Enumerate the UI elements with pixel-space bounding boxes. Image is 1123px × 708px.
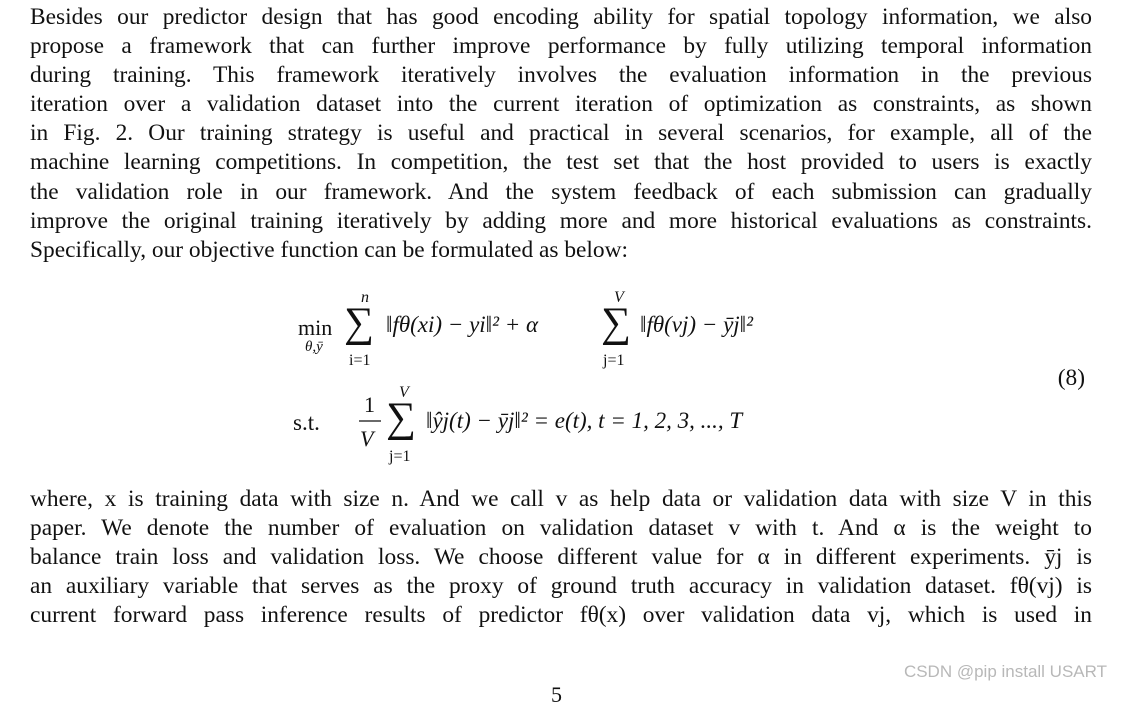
csdn-watermark: CSDN @pip install USART xyxy=(903,662,1107,681)
sum2-upper: V xyxy=(614,289,626,306)
objective-term-1: ‖fθ(xi) − yi‖² + α xyxy=(386,312,539,337)
paragraph-line: in Fig. 2. Our training strategy is usef… xyxy=(30,120,1092,147)
paragraph-line: propose a framework that can further imp… xyxy=(30,33,1092,60)
min-subscript: θ,ȳ xyxy=(305,339,323,355)
subject-to-label: s.t. xyxy=(293,410,320,435)
equation-svg: min θ,ȳ n ∑ i=1 ‖fθ(xi) − yi‖² + α V ∑ j… xyxy=(293,289,754,465)
paragraph-line: iteration over a validation dataset into… xyxy=(30,91,1092,118)
paragraph-line: during training. This framework iterativ… xyxy=(30,62,1092,89)
sum2-lower: j=1 xyxy=(602,352,624,369)
fraction-numerator: 1 xyxy=(364,392,375,417)
paragraph-line: balance train loss and validation loss. … xyxy=(30,544,1092,571)
paragraph-line: improve the original training iterativel… xyxy=(30,207,1092,234)
paragraph-line: Specifically, our objective function can… xyxy=(30,236,628,263)
paragraph-line: machine learning competitions. In compet… xyxy=(30,149,1092,176)
paragraph-line: Besides our predictor design that has go… xyxy=(30,4,1092,30)
sum1-sigma: ∑ xyxy=(344,300,374,346)
paragraph-line: where, x is training data with size n. A… xyxy=(30,486,1092,512)
page-number: 5 xyxy=(551,682,562,707)
paragraph-line: current forward pass inference results o… xyxy=(30,602,1092,629)
body-paragraph-2: where, x is training data with size n. A… xyxy=(30,485,1092,630)
fraction-denominator: V xyxy=(360,426,376,451)
paragraph-line: an auxiliary variable that serves as the… xyxy=(30,573,1092,600)
min-operator: min xyxy=(298,315,332,340)
equation-number: (8) xyxy=(1057,365,1085,391)
sum2-sigma: ∑ xyxy=(601,300,631,346)
paragraph-line: the validation role in our framework. An… xyxy=(30,178,1092,205)
objective-term-2: ‖fθ(vj) − ȳj‖² xyxy=(640,312,754,337)
equation-block: min θ,ȳ n ∑ i=1 ‖fθ(xi) − yi‖² + α V ∑ j… xyxy=(0,280,1123,480)
sum1-lower: i=1 xyxy=(349,352,370,369)
sum3-sigma: ∑ xyxy=(386,395,416,441)
sum1-upper: n xyxy=(361,289,369,306)
sum3-lower: j=1 xyxy=(388,448,410,465)
sum3-upper: V xyxy=(399,384,411,401)
body-paragraph-1: Besides our predictor design that has go… xyxy=(30,3,1092,265)
paragraph-line: paper. We denote the number of evaluatio… xyxy=(30,515,1092,542)
constraint-term: ‖ŷj(t) − ȳj‖² = e(t), t = 1, 2, 3, ..., … xyxy=(426,408,744,433)
